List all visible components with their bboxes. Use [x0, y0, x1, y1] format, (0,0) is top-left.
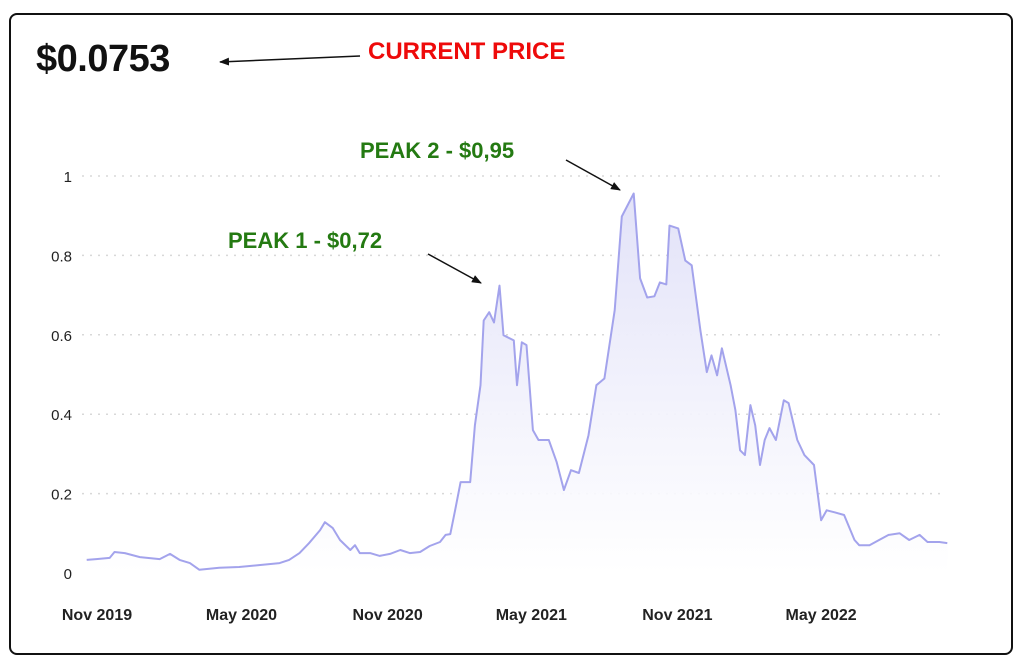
x-tick-label: Nov 2021	[642, 607, 712, 624]
y-tick-label: 1	[64, 169, 72, 186]
y-tick-label: 0.6	[51, 328, 72, 345]
price-area-fill	[86, 193, 948, 573]
peak2-arrow	[565, 159, 621, 191]
x-tick-label: Nov 2020	[352, 607, 422, 624]
peak2-annotation: PEAK 2 - $0,95	[360, 138, 515, 163]
peak1-arrow	[427, 253, 482, 284]
peak1-annotation: PEAK 1 - $0,72	[228, 228, 383, 253]
y-tick-label: 0.2	[51, 487, 72, 504]
x-tick-label: May 2020	[206, 607, 277, 624]
price-line	[86, 192, 948, 571]
y-tick-label: 0.8	[51, 248, 72, 265]
x-tick-label: May 2022	[786, 607, 857, 624]
y-tick-label: 0	[64, 566, 72, 583]
x-tick-label: Nov 2019	[62, 607, 132, 624]
chart-card	[9, 13, 1013, 655]
current-price: $0.0753	[36, 38, 170, 80]
current-price-annotation: CURRENT PRICE	[368, 38, 566, 65]
y-tick-label: 0.4	[51, 407, 72, 424]
x-tick-label: May 2021	[496, 607, 567, 624]
current-price-arrow	[219, 55, 361, 66]
